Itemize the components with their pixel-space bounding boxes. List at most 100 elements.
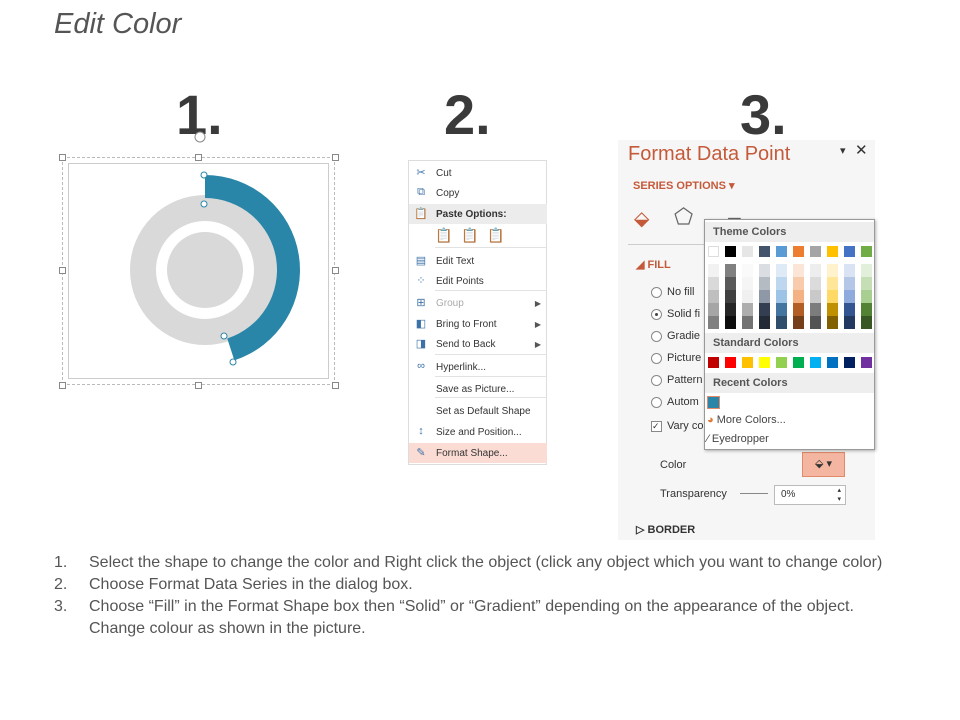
- effects-tab-icon[interactable]: ⬠: [674, 204, 694, 229]
- theme-color-swatch[interactable]: [708, 246, 719, 257]
- theme-shade-swatch[interactable]: [827, 290, 838, 303]
- theme-color-swatch[interactable]: [844, 246, 855, 257]
- theme-shade-swatch[interactable]: [793, 277, 804, 290]
- series-options-dropdown[interactable]: SERIES OPTIONS ▾: [633, 180, 735, 192]
- menu-item-group[interactable]: ⊞ Group ▶: [409, 293, 547, 313]
- transparency-slider[interactable]: [740, 493, 768, 494]
- theme-shade-swatch[interactable]: [793, 316, 804, 329]
- theme-color-swatch[interactable]: [776, 246, 787, 257]
- more-colors-item[interactable]: ◕ More Colors...: [707, 414, 786, 426]
- standard-color-swatch[interactable]: [759, 357, 770, 368]
- resize-handle[interactable]: [59, 382, 66, 389]
- chart-area[interactable]: [68, 163, 329, 379]
- theme-shade-swatch[interactable]: [827, 277, 838, 290]
- theme-shade-swatch[interactable]: [844, 290, 855, 303]
- fill-option-radio[interactable]: Solid fi: [651, 308, 700, 320]
- border-section-header[interactable]: ▷ BORDER: [636, 524, 696, 536]
- menu-item-hyperlink[interactable]: ∞ Hyperlink...: [409, 357, 547, 377]
- theme-shade-swatch[interactable]: [861, 303, 872, 316]
- menu-item-cut[interactable]: ✂ Cut: [409, 163, 547, 183]
- recent-color-swatch[interactable]: [707, 396, 720, 409]
- theme-shade-swatch[interactable]: [725, 290, 736, 303]
- theme-shade-swatch[interactable]: [742, 264, 753, 277]
- theme-shade-swatch[interactable]: [827, 316, 838, 329]
- theme-shade-swatch[interactable]: [844, 316, 855, 329]
- theme-shade-swatch[interactable]: [725, 277, 736, 290]
- theme-shade-swatch[interactable]: [759, 316, 770, 329]
- resize-handle[interactable]: [59, 154, 66, 161]
- resize-handle[interactable]: [332, 267, 339, 274]
- standard-color-swatch[interactable]: [776, 357, 787, 368]
- transparency-input[interactable]: 0% ▴ ▾: [774, 485, 846, 505]
- fill-option-radio[interactable]: Autom: [651, 396, 699, 408]
- standard-color-swatch[interactable]: [844, 357, 855, 368]
- theme-shade-swatch[interactable]: [759, 264, 770, 277]
- theme-shade-swatch[interactable]: [776, 316, 787, 329]
- theme-shade-swatch[interactable]: [793, 303, 804, 316]
- theme-shade-swatch[interactable]: [776, 303, 787, 316]
- menu-item-copy[interactable]: ⧉ Copy: [409, 183, 547, 203]
- fill-section-header[interactable]: ◢ FILL: [636, 259, 671, 271]
- theme-shade-swatch[interactable]: [708, 290, 719, 303]
- menu-item-size-and-position[interactable]: ↕ Size and Position...: [409, 422, 547, 442]
- panel-menu-dropdown-icon[interactable]: ▾: [840, 145, 846, 157]
- standard-color-swatch[interactable]: [708, 357, 719, 368]
- theme-shade-swatch[interactable]: [742, 303, 753, 316]
- theme-shade-swatch[interactable]: [742, 277, 753, 290]
- standard-color-swatch[interactable]: [810, 357, 821, 368]
- resize-handle[interactable]: [195, 154, 202, 161]
- fill-line-tab-icon[interactable]: ⬙: [634, 208, 650, 230]
- close-icon[interactable]: ✕: [855, 142, 868, 159]
- theme-shade-swatch[interactable]: [844, 277, 855, 290]
- resize-handle[interactable]: [195, 382, 202, 389]
- theme-shade-swatch[interactable]: [776, 264, 787, 277]
- theme-shade-swatch[interactable]: [793, 290, 804, 303]
- theme-shade-swatch[interactable]: [861, 290, 872, 303]
- theme-shade-swatch[interactable]: [725, 316, 736, 329]
- theme-color-swatch[interactable]: [725, 246, 736, 257]
- theme-color-swatch[interactable]: [742, 246, 753, 257]
- theme-color-swatch[interactable]: [810, 246, 821, 257]
- theme-shade-swatch[interactable]: [827, 264, 838, 277]
- theme-shade-swatch[interactable]: [725, 264, 736, 277]
- menu-item-save-as-picture[interactable]: Save as Picture...: [409, 379, 547, 399]
- eyedropper-item[interactable]: ⁄ Eyedropper: [707, 433, 769, 445]
- fill-option-radio[interactable]: No fill: [651, 286, 695, 298]
- theme-shade-swatch[interactable]: [861, 277, 872, 290]
- theme-shade-swatch[interactable]: [759, 303, 770, 316]
- standard-color-swatch[interactable]: [861, 357, 872, 368]
- theme-shade-swatch[interactable]: [708, 277, 719, 290]
- menu-item-format-shape[interactable]: ✎ Format Shape...: [409, 443, 547, 463]
- theme-shade-swatch[interactable]: [827, 303, 838, 316]
- theme-shade-swatch[interactable]: [708, 264, 719, 277]
- theme-color-swatch[interactable]: [759, 246, 770, 257]
- theme-shade-swatch[interactable]: [861, 316, 872, 329]
- fill-color-button[interactable]: ⬙ ▾: [802, 452, 845, 477]
- theme-shade-swatch[interactable]: [810, 264, 821, 277]
- standard-color-swatch[interactable]: [725, 357, 736, 368]
- theme-shade-swatch[interactable]: [759, 277, 770, 290]
- theme-shade-swatch[interactable]: [810, 290, 821, 303]
- theme-shade-swatch[interactable]: [742, 290, 753, 303]
- menu-item-send-to-back[interactable]: ◨ Send to Back ▶: [409, 334, 547, 354]
- standard-color-swatch[interactable]: [827, 357, 838, 368]
- theme-shade-swatch[interactable]: [776, 290, 787, 303]
- theme-shade-swatch[interactable]: [844, 264, 855, 277]
- theme-shade-swatch[interactable]: [708, 303, 719, 316]
- standard-color-swatch[interactable]: [793, 357, 804, 368]
- fill-option-radio[interactable]: Gradie: [651, 330, 700, 342]
- theme-color-swatch[interactable]: [861, 246, 872, 257]
- menu-item-bring-to-front[interactable]: ◧ Bring to Front ▶: [409, 314, 547, 334]
- theme-shade-swatch[interactable]: [810, 303, 821, 316]
- paste-option-button[interactable]: 📋: [461, 227, 479, 243]
- fill-option-radio[interactable]: Picture: [651, 352, 701, 364]
- vary-colors-checkbox[interactable]: ✓ Vary co: [651, 420, 704, 432]
- theme-shade-swatch[interactable]: [776, 277, 787, 290]
- theme-color-swatch[interactable]: [793, 246, 804, 257]
- resize-handle[interactable]: [59, 267, 66, 274]
- fill-option-radio[interactable]: Pattern: [651, 374, 702, 386]
- theme-shade-swatch[interactable]: [793, 264, 804, 277]
- theme-shade-swatch[interactable]: [861, 264, 872, 277]
- menu-item-set-as-default-shape[interactable]: Set as Default Shape: [409, 401, 547, 421]
- theme-shade-swatch[interactable]: [708, 316, 719, 329]
